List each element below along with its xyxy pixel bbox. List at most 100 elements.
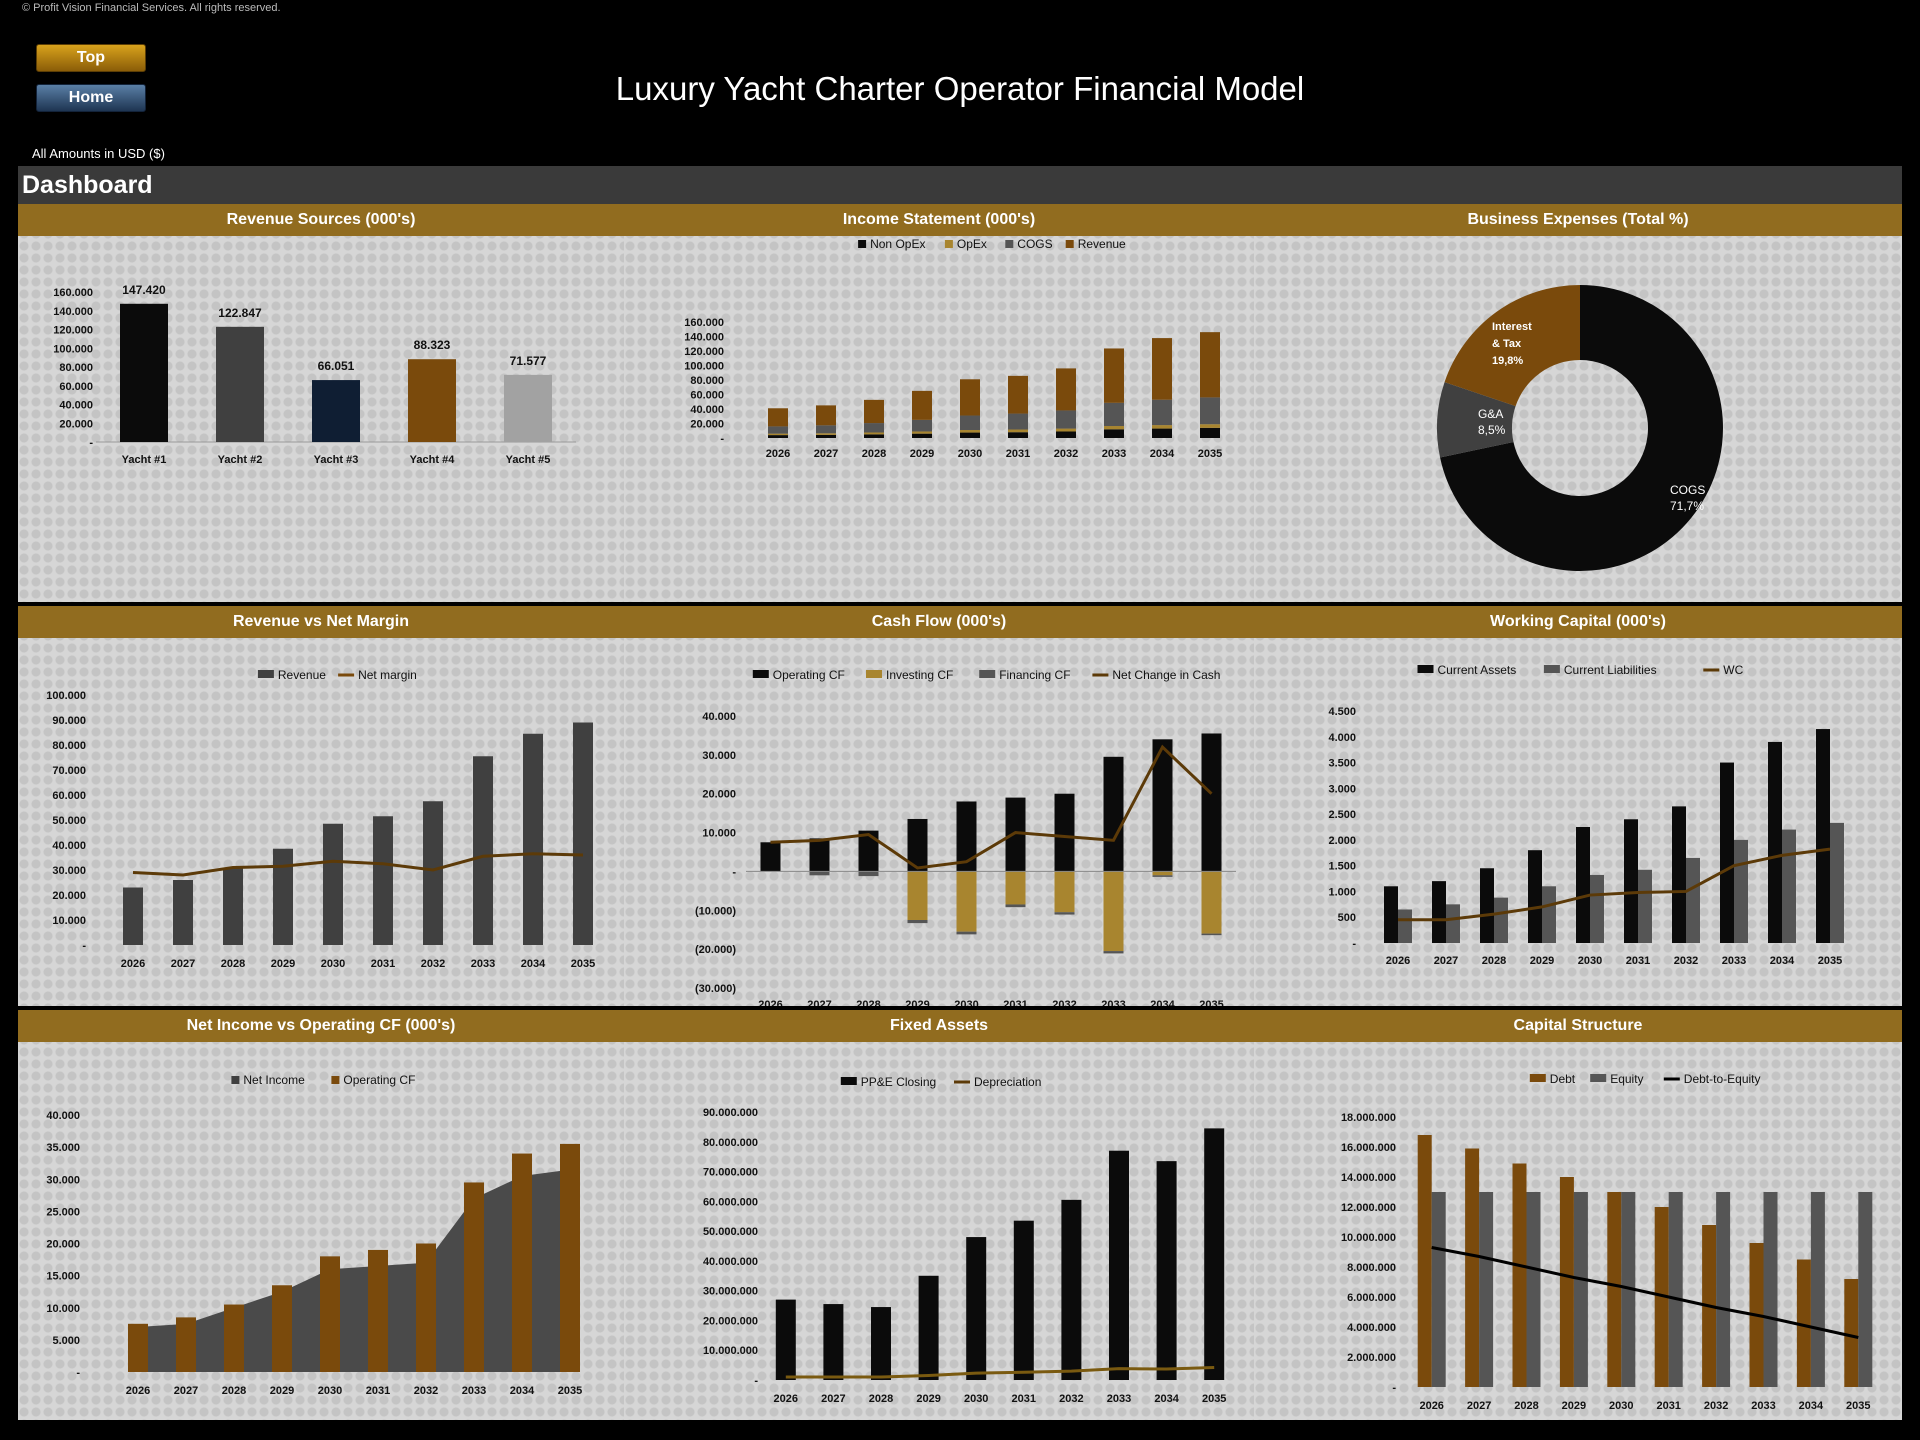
x-tick-label: 2027: [814, 448, 838, 460]
y-tick-label: 60.000: [59, 381, 93, 393]
panel-title: Business Expenses (Total %): [1254, 204, 1902, 236]
y-tick-label: 10.000.000: [1341, 1232, 1396, 1244]
legend-swatch: [840, 1077, 857, 1085]
x-tick-label: Yacht #3: [314, 454, 359, 466]
bar-segment: [1152, 399, 1172, 426]
x-tick-label: 2031: [371, 958, 395, 970]
y-tick-label: 60.000: [690, 390, 724, 402]
legend-label: Equity: [1610, 1072, 1643, 1086]
bar: [1446, 904, 1460, 943]
bar: [504, 374, 552, 442]
y-tick-label: 4.000: [1328, 732, 1356, 744]
bar-segment: [1104, 429, 1124, 438]
bar-segment: [960, 430, 980, 433]
x-tick-label: 2030: [964, 1393, 988, 1405]
bar: [312, 380, 360, 442]
bar-segment: [912, 431, 932, 434]
bar: [523, 733, 543, 945]
x-tick-label: 2028: [1482, 955, 1506, 967]
bar-segment: [864, 423, 884, 433]
bar: [1201, 733, 1222, 872]
y-tick-label: -: [76, 1367, 80, 1379]
bar: [1796, 1259, 1811, 1387]
y-tick-label: (30.000): [695, 983, 736, 995]
y-tick-label: 40.000: [52, 840, 86, 852]
bar: [1480, 868, 1494, 943]
bar: [1201, 871, 1222, 934]
bar-segment: [960, 379, 980, 416]
bar-segment: [768, 433, 788, 436]
panel-cash-flow: Cash Flow (000's) (30.000) (20.000) (10.00…: [624, 606, 1254, 1006]
y-tick-label: 60.000: [52, 790, 86, 802]
y-tick-label: 60.000.000: [703, 1196, 758, 1208]
x-tick-label: 2028: [869, 1393, 893, 1405]
legend-swatch: [866, 670, 882, 678]
x-tick-label: 2035: [571, 958, 595, 970]
panel-title: Fixed Assets: [624, 1010, 1254, 1042]
bar: [1054, 871, 1075, 913]
bar-segment: [816, 425, 836, 434]
x-tick-label: 2030: [954, 999, 978, 1006]
bar-segment: [1200, 397, 1220, 425]
bar: [1432, 881, 1446, 943]
bar-segment: [816, 433, 836, 435]
bar-segment: [816, 405, 836, 426]
bar: [1654, 1207, 1669, 1387]
x-tick-label: Yacht #4: [410, 454, 456, 466]
legend-swatch: [1005, 240, 1014, 248]
home-button[interactable]: Home: [36, 84, 146, 112]
bar-segment: [1056, 431, 1076, 438]
x-tick-label: 2035: [1202, 1393, 1226, 1405]
bar-segment: [912, 419, 932, 432]
bar: [373, 816, 393, 945]
y-tick-label: 5.000: [52, 1335, 80, 1347]
y-tick-label: 14.000.000: [1341, 1172, 1396, 1184]
bar: [1109, 1150, 1129, 1380]
legend-label: Debt-to-Equity: [1684, 1072, 1761, 1086]
x-tick-label: 2031: [1626, 955, 1650, 967]
x-tick-label: 2026: [126, 1385, 150, 1397]
y-tick-label: 40.000: [46, 1110, 80, 1122]
bar-segment: [816, 434, 836, 438]
panel-working-capital: Working Capital (000's) - 500 1.000 1.500 2.…: [1254, 606, 1902, 1006]
bar-segment: [864, 434, 884, 438]
y-tick-label: 8.000.000: [1347, 1262, 1396, 1274]
x-tick-label: 2032: [1674, 955, 1698, 967]
bar-segment: [960, 432, 980, 438]
x-tick-label: 2029: [905, 999, 929, 1006]
cash-flow-chart: (30.000) (20.000) (10.000) - 10.000 20.000 30.…: [695, 668, 1236, 1006]
panel-fixed-assets: Fixed Assets - 10.000.000 20.000.000 30.000…: [624, 1010, 1254, 1420]
bar: [809, 871, 830, 876]
legend-swatch: [944, 240, 953, 248]
bar: [173, 880, 193, 945]
y-tick-label: -: [754, 1375, 758, 1387]
x-tick-label: 2033: [462, 1385, 486, 1397]
y-tick-label: 30.000: [46, 1174, 80, 1186]
slice-value: 19,8%: [1492, 355, 1523, 367]
legend-label: Financing CF: [999, 668, 1070, 682]
bar: [1576, 827, 1590, 943]
top-button[interactable]: Top: [36, 44, 146, 72]
x-tick-label: Yacht #5: [506, 454, 551, 466]
debt-to-equity-line: [1431, 1246, 1859, 1339]
bar: [1830, 822, 1844, 943]
y-tick-label: 20.000: [690, 419, 724, 431]
y-tick-label: 100.000: [684, 361, 724, 373]
currency-note: All Amounts in USD ($): [32, 146, 165, 161]
slice-label: Interest: [1492, 321, 1532, 333]
x-tick-label: 2034: [1799, 1400, 1824, 1412]
bar: [871, 1307, 891, 1380]
x-tick-label: 2026: [121, 958, 145, 970]
y-tick-label: 140.000: [684, 332, 724, 344]
panel-title: Cash Flow (000's): [624, 606, 1254, 638]
x-tick-label: 2031: [366, 1385, 390, 1397]
y-tick-label: 3.500: [1328, 758, 1356, 770]
copyright-text: © Profit Vision Financial Services. All …: [22, 2, 281, 14]
bar: [1054, 793, 1075, 872]
income-statement-chart: - 20.000 40.000 60.000 80.000 100.000 120.000 1…: [684, 237, 1222, 460]
bar: [1201, 933, 1222, 936]
panel-title: Net Income vs Operating CF (000's): [18, 1010, 624, 1042]
bar: [1559, 1177, 1574, 1387]
y-tick-label: 80.000: [52, 740, 86, 752]
bar-segment: [1008, 375, 1028, 414]
